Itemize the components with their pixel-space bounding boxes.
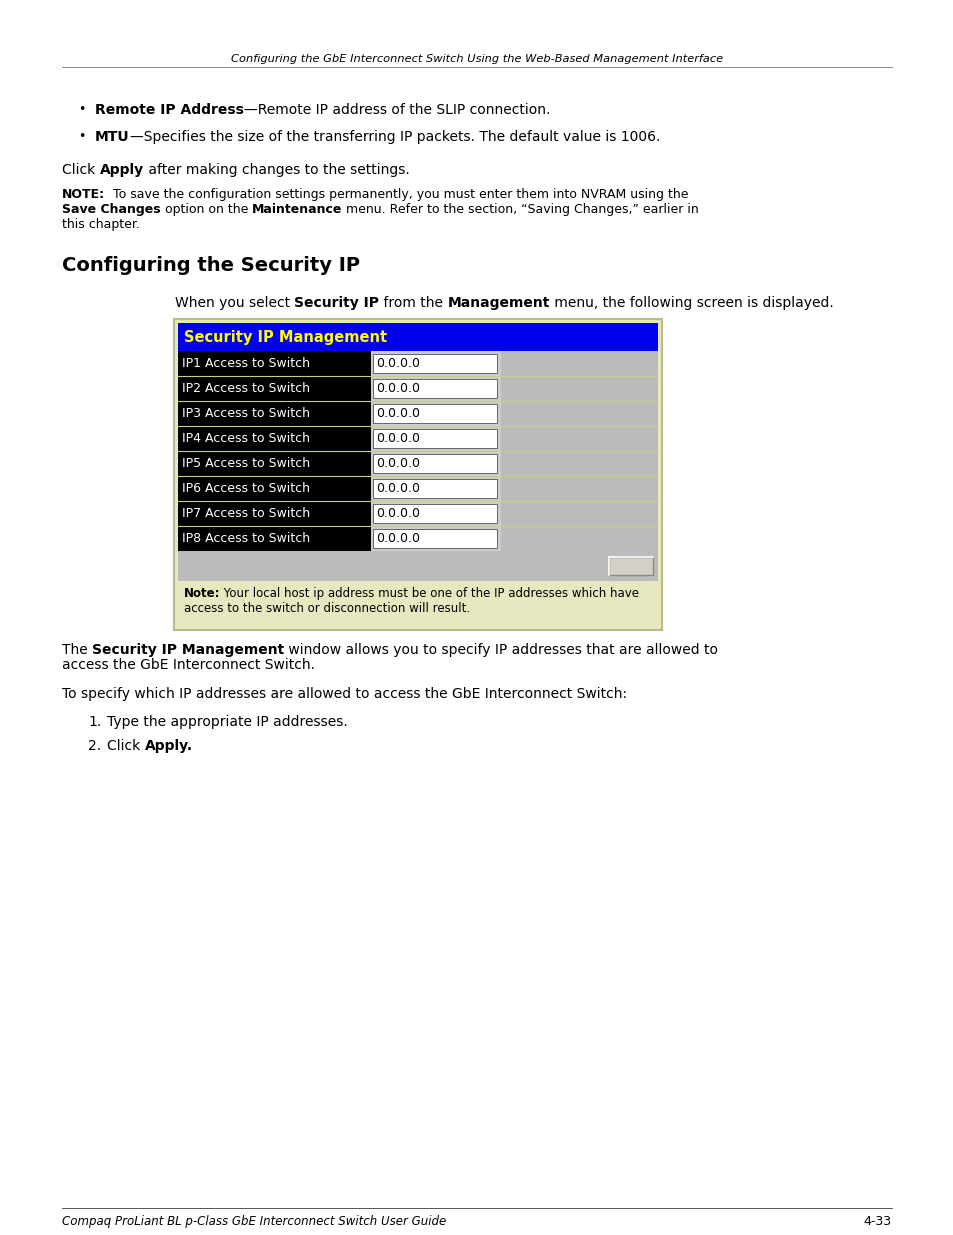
Text: NOTE:: NOTE: bbox=[62, 188, 105, 201]
Text: Apply.: Apply. bbox=[145, 739, 193, 753]
Text: from the: from the bbox=[379, 296, 447, 310]
Text: menu, the following screen is displayed.: menu, the following screen is displayed. bbox=[550, 296, 833, 310]
Text: IP7 Access to Switch: IP7 Access to Switch bbox=[182, 508, 310, 520]
Bar bbox=[500, 526, 658, 551]
Text: IP3 Access to Switch: IP3 Access to Switch bbox=[182, 408, 310, 420]
Bar bbox=[178, 324, 658, 351]
Text: 0.0.0.0: 0.0.0.0 bbox=[375, 382, 419, 395]
Text: The: The bbox=[62, 643, 92, 657]
Bar bbox=[373, 354, 497, 373]
Bar bbox=[500, 401, 658, 426]
FancyBboxPatch shape bbox=[608, 557, 652, 576]
Text: When you select: When you select bbox=[174, 296, 294, 310]
Bar bbox=[373, 379, 497, 398]
Bar bbox=[500, 426, 658, 451]
Bar bbox=[371, 351, 500, 375]
Text: 2.: 2. bbox=[88, 739, 101, 753]
Bar bbox=[373, 404, 497, 424]
Text: —Specifies the size of the transferring IP packets. The default value is 1006.: —Specifies the size of the transferring … bbox=[130, 130, 659, 144]
Bar bbox=[500, 351, 658, 375]
Bar bbox=[500, 475, 658, 501]
Text: To specify which IP addresses are allowed to access the GbE Interconnect Switch:: To specify which IP addresses are allowe… bbox=[62, 687, 626, 701]
Bar bbox=[178, 501, 371, 526]
Bar bbox=[178, 580, 658, 621]
Text: Management: Management bbox=[447, 296, 550, 310]
Text: IP5 Access to Switch: IP5 Access to Switch bbox=[182, 457, 310, 471]
Text: Apply: Apply bbox=[99, 163, 144, 177]
Bar bbox=[371, 426, 500, 451]
Bar bbox=[178, 451, 371, 475]
Bar bbox=[373, 479, 497, 498]
Text: Note:: Note: bbox=[184, 587, 220, 600]
Bar bbox=[373, 454, 497, 473]
Text: IP1 Access to Switch: IP1 Access to Switch bbox=[182, 357, 310, 370]
Bar bbox=[373, 529, 497, 548]
Text: 0.0.0.0: 0.0.0.0 bbox=[375, 408, 419, 420]
Text: —Remote IP address of the SLIP connection.: —Remote IP address of the SLIP connectio… bbox=[244, 103, 550, 117]
Text: To save the configuration settings permanently, you must enter them into NVRAM u: To save the configuration settings perma… bbox=[105, 188, 688, 201]
Text: IP8 Access to Switch: IP8 Access to Switch bbox=[182, 532, 310, 545]
Text: 0.0.0.0: 0.0.0.0 bbox=[375, 457, 419, 471]
Text: 0.0.0.0: 0.0.0.0 bbox=[375, 508, 419, 520]
Text: access the GbE Interconnect Switch.: access the GbE Interconnect Switch. bbox=[62, 658, 314, 672]
Text: IP4 Access to Switch: IP4 Access to Switch bbox=[182, 432, 310, 445]
Text: Apply: Apply bbox=[617, 561, 652, 574]
Text: Compaq ProLiant BL p-Class GbE Interconnect Switch User Guide: Compaq ProLiant BL p-Class GbE Interconn… bbox=[62, 1215, 446, 1228]
Text: menu. Refer to the section, “Saving Changes,” earlier in: menu. Refer to the section, “Saving Chan… bbox=[342, 203, 699, 216]
Text: MTU: MTU bbox=[95, 130, 130, 144]
Bar bbox=[371, 375, 500, 401]
Text: Save Changes: Save Changes bbox=[62, 203, 160, 216]
Text: Click: Click bbox=[107, 739, 145, 753]
Text: Type the appropriate IP addresses.: Type the appropriate IP addresses. bbox=[107, 715, 348, 729]
Bar bbox=[371, 526, 500, 551]
Text: Remote IP Address: Remote IP Address bbox=[95, 103, 244, 117]
Text: 0.0.0.0: 0.0.0.0 bbox=[375, 357, 419, 370]
Bar bbox=[371, 475, 500, 501]
Text: •: • bbox=[78, 103, 85, 116]
Bar bbox=[178, 351, 371, 375]
Text: 1.: 1. bbox=[88, 715, 101, 729]
Text: 0.0.0.0: 0.0.0.0 bbox=[375, 532, 419, 545]
Bar bbox=[178, 426, 371, 451]
Bar bbox=[500, 375, 658, 401]
Bar bbox=[178, 551, 658, 580]
Text: •: • bbox=[78, 130, 85, 143]
Bar bbox=[173, 319, 661, 630]
Text: Security IP Management: Security IP Management bbox=[184, 330, 387, 345]
Text: Security IP Management: Security IP Management bbox=[92, 643, 284, 657]
Text: Configuring the GbE Interconnect Switch Using the Web-Based Management Interface: Configuring the GbE Interconnect Switch … bbox=[231, 54, 722, 64]
Text: 0.0.0.0: 0.0.0.0 bbox=[375, 482, 419, 495]
Text: this chapter.: this chapter. bbox=[62, 219, 140, 231]
Text: IP2 Access to Switch: IP2 Access to Switch bbox=[182, 382, 310, 395]
Bar bbox=[371, 501, 500, 526]
Bar bbox=[373, 429, 497, 448]
Text: 4-33: 4-33 bbox=[863, 1215, 891, 1228]
Text: after making changes to the settings.: after making changes to the settings. bbox=[144, 163, 409, 177]
Text: Security IP: Security IP bbox=[294, 296, 379, 310]
Bar bbox=[371, 401, 500, 426]
Bar bbox=[178, 375, 371, 401]
Text: IP6 Access to Switch: IP6 Access to Switch bbox=[182, 482, 310, 495]
Bar bbox=[371, 451, 500, 475]
Text: option on the: option on the bbox=[160, 203, 252, 216]
Text: Click: Click bbox=[62, 163, 99, 177]
Text: Your local host ip address must be one of the IP addresses which have: Your local host ip address must be one o… bbox=[220, 587, 639, 600]
Bar bbox=[500, 451, 658, 475]
Bar bbox=[178, 401, 371, 426]
Text: Configuring the Security IP: Configuring the Security IP bbox=[62, 256, 359, 275]
Text: Maintenance: Maintenance bbox=[252, 203, 342, 216]
Text: window allows you to specify IP addresses that are allowed to: window allows you to specify IP addresse… bbox=[284, 643, 718, 657]
Bar bbox=[178, 526, 371, 551]
Text: 0.0.0.0: 0.0.0.0 bbox=[375, 432, 419, 445]
Text: access to the switch or disconnection will result.: access to the switch or disconnection wi… bbox=[184, 601, 470, 615]
Bar bbox=[373, 504, 497, 522]
Bar bbox=[178, 475, 371, 501]
Bar bbox=[500, 501, 658, 526]
